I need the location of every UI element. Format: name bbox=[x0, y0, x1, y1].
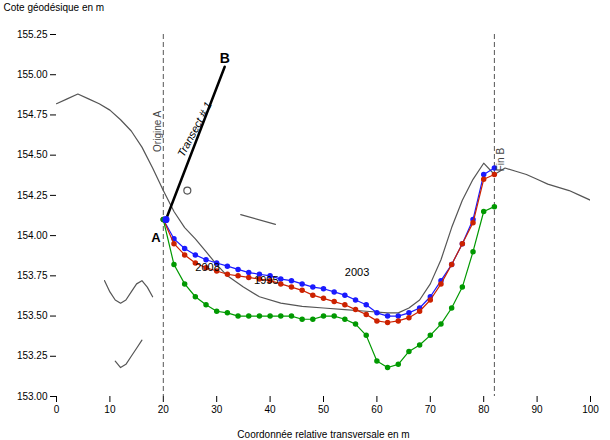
svg-text:155.25: 155.25 bbox=[17, 29, 48, 40]
svg-text:50: 50 bbox=[318, 404, 330, 415]
svg-text:B: B bbox=[220, 50, 230, 66]
svg-text:0: 0 bbox=[54, 404, 60, 415]
svg-text:100: 100 bbox=[582, 404, 599, 415]
svg-text:1995: 1995 bbox=[254, 274, 278, 286]
svg-text:30: 30 bbox=[211, 404, 223, 415]
svg-text:154.50: 154.50 bbox=[17, 149, 48, 160]
svg-text:90: 90 bbox=[532, 404, 544, 415]
svg-text:Cote géodésique en m: Cote géodésique en m bbox=[4, 2, 105, 13]
svg-text:155.00: 155.00 bbox=[17, 69, 48, 80]
svg-text:60: 60 bbox=[371, 404, 383, 415]
svg-text:10: 10 bbox=[104, 404, 116, 415]
svg-text:80: 80 bbox=[478, 404, 490, 415]
svg-text:Coordonnée relative transversa: Coordonnée relative transversale en m bbox=[237, 429, 409, 440]
svg-text:154.75: 154.75 bbox=[17, 109, 48, 120]
svg-text:153.00: 153.00 bbox=[17, 391, 48, 402]
svg-text:70: 70 bbox=[425, 404, 437, 415]
svg-text:40: 40 bbox=[265, 404, 277, 415]
svg-text:153.25: 153.25 bbox=[17, 350, 48, 361]
svg-text:153.50: 153.50 bbox=[17, 310, 48, 321]
svg-text:A: A bbox=[151, 230, 161, 245]
svg-text:154.00: 154.00 bbox=[17, 230, 48, 241]
svg-text:Fin B: Fin B bbox=[495, 148, 506, 172]
svg-text:2008: 2008 bbox=[195, 261, 219, 273]
svg-text:2003: 2003 bbox=[345, 266, 369, 278]
svg-text:153.75: 153.75 bbox=[17, 270, 48, 281]
svg-text:154.25: 154.25 bbox=[17, 190, 48, 201]
svg-text:20: 20 bbox=[158, 404, 170, 415]
svg-text:Origine A: Origine A bbox=[152, 110, 163, 151]
svg-text:Transect # 1: Transect # 1 bbox=[175, 100, 214, 159]
